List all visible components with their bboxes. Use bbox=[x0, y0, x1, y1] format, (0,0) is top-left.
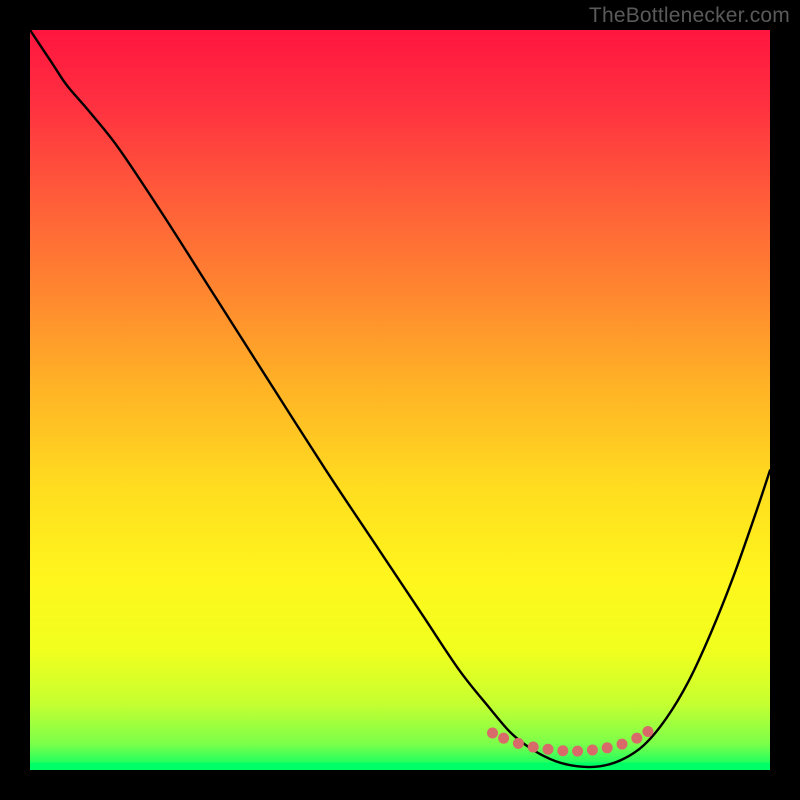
trough-dot bbox=[487, 728, 498, 739]
trough-dot bbox=[631, 733, 642, 744]
trough-dot bbox=[587, 745, 598, 756]
trough-dot bbox=[602, 742, 613, 753]
bottom-band bbox=[30, 763, 770, 770]
plot-svg bbox=[30, 30, 770, 770]
trough-dot bbox=[543, 744, 554, 755]
trough-dot bbox=[617, 739, 628, 750]
gradient-background bbox=[30, 30, 770, 770]
trough-dot bbox=[557, 745, 568, 756]
watermark-text: TheBottlenecker.com bbox=[589, 4, 790, 28]
plot-area bbox=[30, 30, 770, 770]
chart-container: TheBottlenecker.com bbox=[0, 0, 800, 800]
trough-dot bbox=[498, 733, 509, 744]
trough-dot bbox=[642, 726, 653, 737]
trough-dot bbox=[513, 738, 524, 749]
trough-dot bbox=[572, 746, 583, 757]
trough-dot bbox=[528, 742, 539, 753]
